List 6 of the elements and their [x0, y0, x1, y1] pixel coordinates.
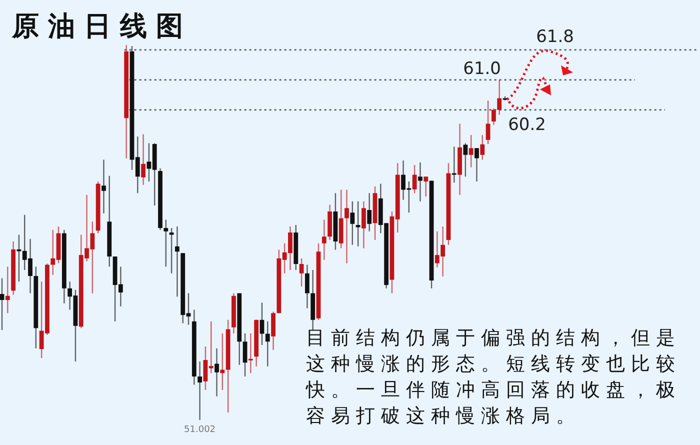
annotation: 目前结构仍属于偏强的结构，但是这种慢涨的形态。短线转变也比较快。一旦伴随冲高回落的收盘，极容易打破这种慢涨格局。	[305, 327, 681, 427]
chart-title: 原油日线图	[11, 11, 192, 42]
annotation: 61.0	[463, 58, 501, 79]
text: 51.002	[184, 425, 216, 435]
text: 60.2	[508, 114, 546, 135]
text: 61.8	[536, 26, 574, 47]
